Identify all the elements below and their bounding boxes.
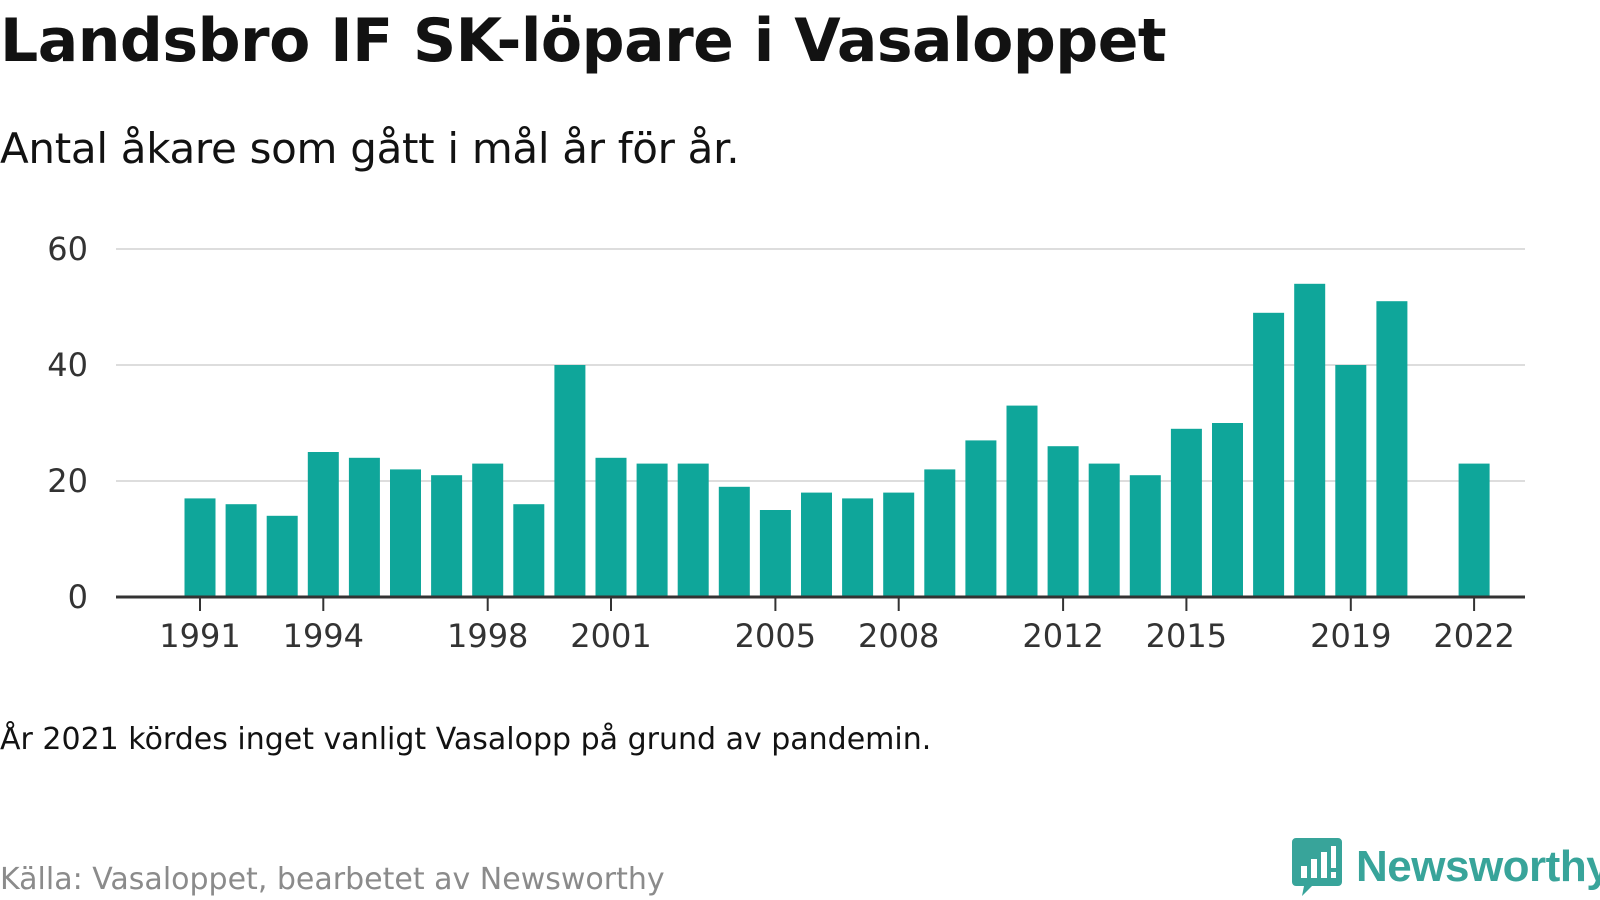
bar-1992	[225, 504, 257, 597]
bar-1995	[348, 457, 380, 597]
x-tick-label: 2022	[1433, 617, 1514, 655]
x-tick-label: 1994	[283, 617, 364, 655]
bar-2006	[801, 492, 832, 597]
x-tick-label: 2015	[1146, 617, 1227, 655]
x-tick-label: 2005	[735, 617, 816, 655]
bar-2011	[1006, 405, 1038, 597]
bar-chart-logo-icon	[1292, 838, 1342, 896]
x-tick-label: 2019	[1310, 617, 1391, 655]
bar-1997	[431, 475, 463, 597]
bar-2018	[1294, 283, 1326, 597]
bar-2015	[1170, 428, 1202, 597]
bar-2000	[554, 365, 586, 597]
x-tick-label: 2008	[858, 617, 939, 655]
bar-1996	[390, 469, 421, 597]
bar-2001	[595, 457, 627, 597]
x-tick-label: 2001	[570, 617, 651, 655]
x-tick-label: 2012	[1022, 617, 1103, 655]
bar-1991	[184, 498, 216, 597]
y-tick-label: 40	[47, 346, 88, 384]
x-tick-label: 1998	[447, 617, 528, 655]
bar-1999	[513, 504, 545, 597]
bar-2002	[636, 463, 668, 597]
bar-1998	[472, 463, 504, 597]
bar-2012	[1047, 446, 1079, 597]
chart-subtitle: Antal åkare som gått i mål år för år.	[0, 124, 740, 173]
x-tick-label: 1991	[159, 617, 240, 655]
bar-2014	[1129, 475, 1161, 597]
bar-2020	[1376, 301, 1408, 597]
chart-note: År 2021 kördes inget vanligt Vasalopp på…	[0, 722, 932, 757]
bar-2013	[1088, 463, 1120, 597]
bar-2016	[1212, 423, 1243, 597]
bar-1993	[266, 515, 298, 597]
y-tick-label: 0	[68, 578, 88, 616]
bar-2019	[1335, 365, 1367, 597]
y-tick-label: 60	[47, 230, 88, 268]
brand-name: Newsworthy	[1356, 842, 1600, 891]
bar-2003	[677, 463, 709, 597]
bar-2007	[842, 498, 874, 597]
source-text: Källa: Vasaloppet, bearbetet av Newswort…	[0, 862, 665, 897]
newsworthy-logo: Newsworthy	[1292, 838, 1600, 896]
bar-2005	[759, 510, 791, 597]
bar-2008	[883, 492, 915, 597]
bar-2022	[1458, 463, 1490, 597]
bar-2010	[965, 440, 997, 597]
y-tick-label: 20	[47, 462, 88, 500]
bar-2009	[924, 469, 956, 597]
bar-2004	[718, 486, 750, 597]
bar-2017	[1253, 312, 1285, 597]
bar-1994	[307, 452, 339, 597]
chart-title: Landsbro IF SK-löpare i Vasaloppet	[0, 6, 1167, 76]
